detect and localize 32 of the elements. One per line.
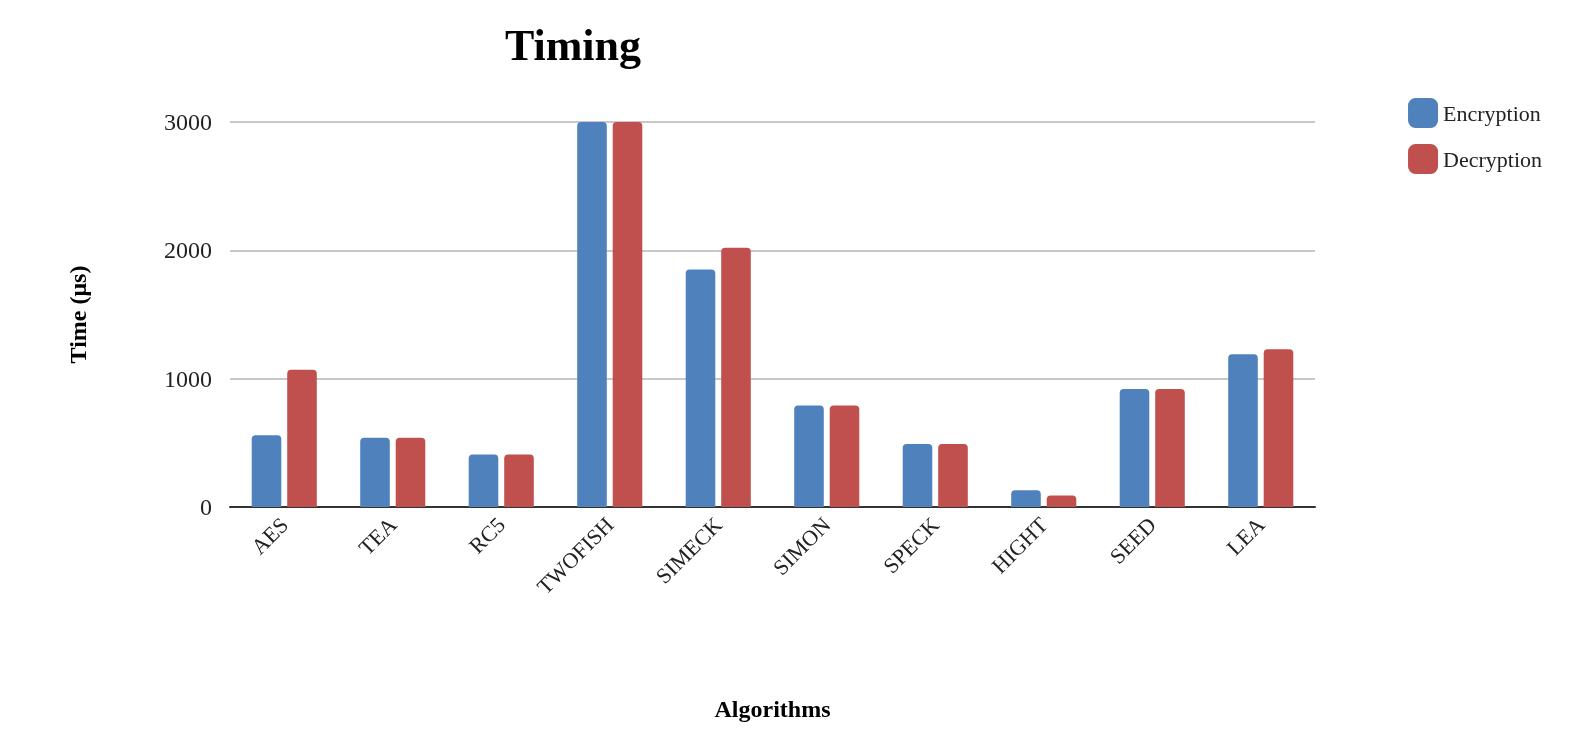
bar — [1046, 495, 1077, 507]
bar — [1119, 388, 1150, 507]
bar — [468, 454, 499, 507]
x-tick-label: RC5 — [463, 512, 511, 559]
bar — [902, 444, 933, 507]
bar — [685, 269, 716, 507]
y-tick-label: 2000 — [164, 237, 212, 264]
chart-title: Timing — [504, 20, 642, 70]
x-tick-label: LEA — [1221, 512, 1270, 561]
legend-label: Decryption — [1443, 146, 1542, 172]
bar — [577, 122, 607, 507]
bar — [1263, 349, 1294, 507]
x-axis-title: Algorithms — [714, 696, 831, 722]
bar — [504, 454, 534, 507]
bar — [829, 405, 860, 507]
bar — [794, 405, 824, 507]
bar — [938, 444, 968, 507]
bar — [721, 247, 751, 507]
y-tick-label: 3000 — [164, 109, 212, 135]
bar — [612, 122, 643, 507]
bar — [1228, 354, 1258, 507]
bar — [251, 435, 282, 507]
y-axis-title: Time (μs) — [65, 265, 91, 364]
bar — [395, 437, 426, 507]
y-tick-label: 0 — [200, 494, 212, 520]
y-tick-label: 1000 — [164, 365, 212, 392]
x-tick-label: TEA — [353, 512, 402, 561]
bar — [287, 369, 317, 507]
legend-label: Encryption — [1443, 100, 1541, 126]
bar — [1011, 490, 1041, 507]
bar — [1155, 388, 1185, 507]
bar — [360, 437, 390, 507]
